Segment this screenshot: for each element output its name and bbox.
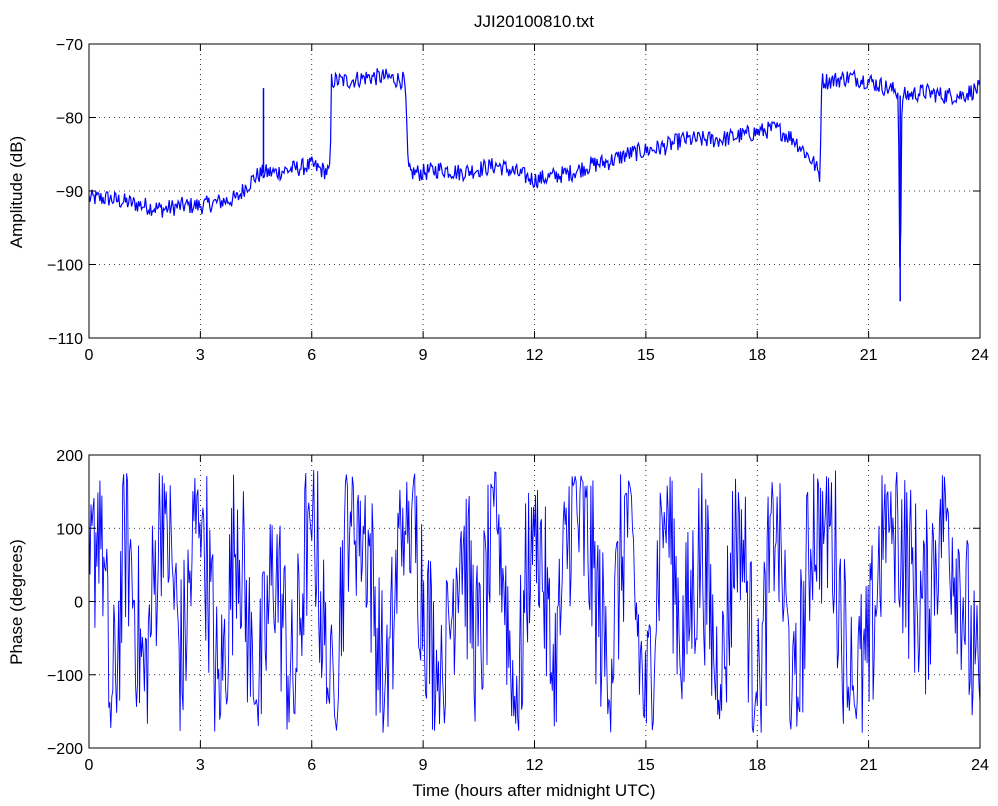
y-tick-label: −110 (48, 331, 83, 348)
x-tick-label: 9 (419, 347, 428, 364)
x-tick-label: 3 (196, 347, 205, 364)
y-tick-label: −200 (47, 741, 83, 758)
y-tick-label: −90 (56, 184, 83, 201)
x-tick-label: 12 (526, 757, 544, 774)
x-tick-label: 9 (419, 757, 428, 774)
x-tick-label: 24 (971, 347, 989, 364)
x-tick-label: 0 (85, 757, 94, 774)
x-tick-label: 3 (196, 757, 205, 774)
figure-title: JJI20100810.txt (474, 12, 594, 31)
x-tick-label: 21 (860, 347, 878, 364)
y-tick-label: −100 (47, 258, 83, 275)
x-tick-label: 24 (971, 757, 989, 774)
y-tick-label: 200 (56, 448, 83, 465)
x-tick-label: 6 (307, 757, 316, 774)
data-line (88, 68, 981, 268)
y-tick-label: −80 (56, 111, 83, 128)
y-tick-label: 100 (56, 521, 83, 538)
y-tick-label: −100 (47, 668, 83, 685)
phase-y-label: Phase (degrees) (7, 539, 26, 665)
x-tick-label: 18 (748, 757, 766, 774)
y-tick-label: 0 (74, 595, 83, 612)
x-tick-label: 15 (637, 757, 655, 774)
amplitude-plot: 0 3 6 9 12 15 18 21 24 −110 −100 −90 −80 −70 (47, 37, 989, 364)
x-tick-label: 21 (860, 757, 878, 774)
x-tick-label: 0 (85, 347, 94, 364)
phase-plot: 0 3 6 9 12 15 18 21 24 −200 −100 0 100 200 (47, 448, 989, 774)
x-tick-label: 12 (526, 347, 544, 364)
x-tick-label: 15 (637, 347, 655, 364)
x-tick-label: 18 (748, 347, 766, 364)
amplitude-y-label: Amplitude (dB) (7, 136, 26, 248)
data-line (88, 470, 981, 733)
x-tick-label: 6 (307, 347, 316, 364)
phase-x-label: Time (hours after midnight UTC) (412, 781, 655, 800)
y-tick-label: −70 (56, 37, 83, 54)
